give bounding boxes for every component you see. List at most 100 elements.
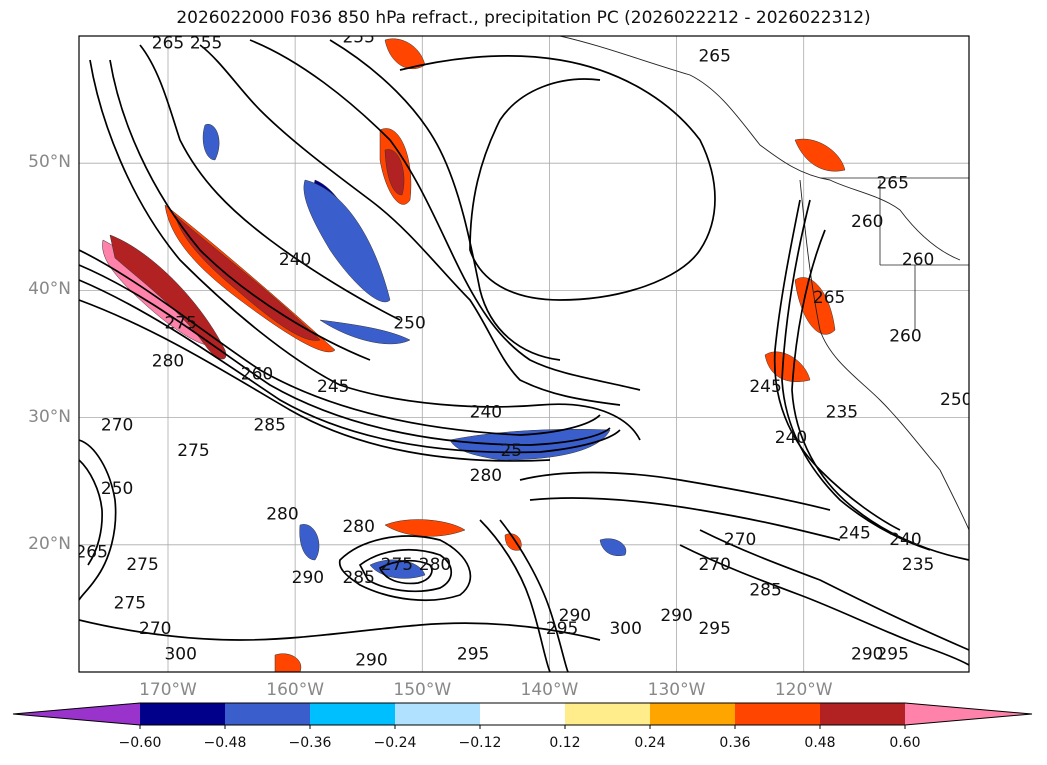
contour-line	[79, 459, 103, 566]
contour-line	[79, 249, 601, 436]
contour-label: 300	[164, 644, 196, 664]
colorbar-label: −0.36	[288, 735, 332, 751]
lon-tick-label: 120°W	[774, 680, 833, 700]
precip-shade	[202, 124, 220, 161]
contour-label: 245	[838, 523, 870, 543]
contour-label: 245	[317, 377, 349, 397]
colorbar-segment	[225, 703, 311, 725]
precip-shade	[274, 653, 302, 672]
colorbar-segment	[480, 703, 566, 725]
contour-label: 255	[342, 27, 374, 47]
colorbar-segment	[735, 703, 821, 725]
lon-tick-label: 150°W	[393, 680, 452, 700]
contour-label: 275	[114, 593, 146, 613]
contour-label: 300	[609, 619, 641, 639]
contour-label: 250	[940, 390, 972, 410]
contour-line	[79, 439, 117, 601]
coastline	[559, 36, 961, 261]
precip-shade	[599, 538, 627, 556]
contour-label: 285	[253, 415, 285, 435]
contour-label: 295	[457, 644, 489, 664]
colorbar-label: 0.48	[804, 735, 836, 751]
lat-tick-label: 20°N	[28, 533, 71, 554]
colorbar-label: 0.36	[719, 735, 751, 751]
contour-label: 280	[470, 466, 502, 486]
colorbar-label: −0.12	[458, 735, 502, 751]
colorbar-segment	[395, 703, 481, 725]
contour-line	[519, 471, 831, 511]
contour-line	[79, 619, 601, 641]
contour-label: 260	[902, 250, 934, 270]
colorbar-extend-left	[13, 703, 140, 725]
contour-line	[109, 59, 371, 361]
contour-label: 260	[241, 364, 273, 384]
contour-label: 285	[749, 581, 781, 601]
precip-shade	[299, 524, 320, 561]
contour-label: 270	[698, 555, 730, 575]
contour-label: 240	[279, 250, 311, 270]
contour-label: 265	[75, 543, 107, 563]
contour-line	[399, 55, 716, 301]
colorbar-label: 0.60	[889, 735, 921, 751]
lon-tick-label: 140°W	[520, 680, 579, 700]
contour-label: 265	[813, 288, 845, 308]
contour-label: 280	[419, 555, 451, 575]
contour-label: 265	[698, 46, 730, 66]
precip-shade	[384, 519, 466, 537]
contour-label: 250	[101, 479, 133, 499]
contour-label: 240	[470, 403, 502, 423]
contour-label: 265	[152, 34, 184, 54]
contour-label: 280	[342, 517, 374, 537]
contour-label: 295	[876, 644, 908, 664]
coastline	[799, 179, 969, 531]
chart-title: 2026022000 F036 850 hPa refract., precip…	[176, 8, 871, 28]
precip-shade	[319, 319, 411, 345]
contour-label: 275	[381, 555, 413, 575]
contour-label: 270	[724, 530, 756, 550]
colorbar-label: −0.60	[118, 735, 162, 751]
contour-label: 265	[876, 174, 908, 194]
contour-line	[529, 497, 841, 541]
precip-shade	[384, 38, 426, 70]
contour-label: 290	[851, 644, 883, 664]
contour-label: 275	[177, 441, 209, 461]
contour-label: 290	[660, 606, 692, 626]
contour-label: 275	[164, 314, 196, 334]
lat-tick-label: 50°N	[28, 152, 71, 173]
colorbar-segment	[820, 703, 906, 725]
colorbar-segment	[565, 703, 651, 725]
contour-line	[249, 39, 641, 391]
contour-line	[378, 559, 433, 585]
contour-label: 290	[355, 651, 387, 671]
contour-label: 285	[342, 568, 374, 588]
contour-label: 275	[126, 555, 158, 575]
contour-line	[199, 44, 621, 406]
contour-line	[781, 199, 931, 551]
contour-label: 240	[775, 428, 807, 448]
colorbar-segment	[650, 703, 736, 725]
contour-line	[79, 279, 621, 454]
lat-tick-label: 30°N	[28, 406, 71, 427]
colorbar-label: −0.48	[203, 735, 247, 751]
colorbar-label: −0.24	[373, 735, 417, 751]
contour-line	[139, 44, 401, 321]
contour-label: 280	[266, 504, 298, 524]
lat-tick-label: 40°N	[28, 279, 71, 300]
contour-label: 255	[190, 34, 222, 54]
precip-shade	[303, 179, 391, 303]
contour-line	[479, 519, 551, 672]
contour-label: 260	[851, 212, 883, 232]
contour-label: 270	[139, 619, 171, 639]
contour-label: 295	[698, 619, 730, 639]
contour-line	[699, 529, 969, 651]
contour-label: 235	[826, 403, 858, 423]
precip-shade	[174, 214, 321, 341]
contour-label: 280	[152, 352, 184, 372]
colorbar-label: 0.12	[549, 735, 581, 751]
contour-line	[499, 519, 569, 672]
colorbar-extend-right	[905, 703, 1032, 725]
precip-shade	[109, 234, 227, 360]
plot-frame	[78, 35, 970, 673]
precip-shade	[504, 533, 522, 551]
